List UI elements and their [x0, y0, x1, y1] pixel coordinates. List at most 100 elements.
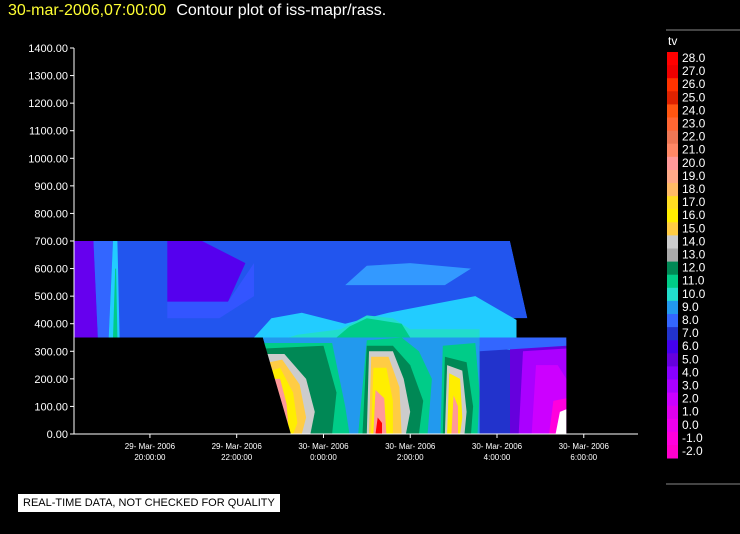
legend-swatch	[667, 314, 678, 328]
chart-title: 30-mar-2006,07:00:00 Contour plot of iss-…	[8, 2, 386, 24]
legend-swatch	[667, 431, 678, 446]
no-data-region	[516, 318, 567, 338]
legend-swatch	[667, 340, 678, 354]
title-text: Contour plot of iss-mapr/rass.	[176, 2, 387, 19]
legend-swatch	[667, 235, 678, 249]
y-tick-label: 200.00	[34, 374, 68, 386]
y-tick-label: 800.00	[34, 208, 68, 220]
legend-label: 25.0	[682, 90, 706, 104]
contour-region	[479, 337, 567, 352]
contour-region	[375, 417, 382, 434]
legend-label: -1.0	[682, 431, 703, 445]
contour-region	[93, 241, 113, 338]
no-data-region	[74, 337, 291, 434]
legend-swatch	[667, 418, 678, 433]
x-tick-label-date: 30- Mar- 2006	[298, 442, 349, 451]
legend-swatch	[667, 392, 678, 407]
legend-swatch	[667, 300, 678, 315]
legend-swatch	[667, 379, 678, 393]
legend-label: 14.0	[682, 234, 706, 248]
y-tick-label: 600.00	[34, 264, 68, 276]
legend-label: -2.0	[682, 444, 703, 458]
x-tick-label-time: 6:00:00	[570, 453, 597, 462]
legend-swatch	[667, 222, 678, 236]
contour-region	[167, 241, 246, 302]
legend-label: 22.0	[682, 130, 706, 144]
legend-label: 28.0	[682, 51, 706, 65]
y-tick-label: 1400.00	[28, 43, 68, 55]
legend-label: 3.0	[682, 379, 699, 393]
legend-swatch	[667, 366, 678, 380]
color-legend: tv 28.027.026.025.024.023.022.021.020.019…	[666, 29, 740, 485]
quality-notice: REAL-TIME DATA, NOT CHECKED FOR QUALITY	[18, 494, 280, 512]
legend-swatch	[667, 117, 678, 131]
legend-label: 18.0	[682, 182, 706, 196]
legend-swatch	[667, 196, 678, 210]
legend-label: 23.0	[682, 117, 706, 131]
no-data-region	[510, 241, 638, 434]
y-tick-label: 100.00	[34, 401, 68, 413]
legend-label: 21.0	[682, 143, 706, 157]
contour-region	[74, 241, 98, 338]
y-tick-label: 500.00	[34, 291, 68, 303]
contour-region	[451, 395, 458, 434]
legend-swatch	[667, 445, 678, 459]
contour-region	[345, 263, 471, 286]
x-tick-label-date: 29- Mar- 2006	[212, 442, 263, 451]
y-tick-label: 400.00	[34, 319, 68, 331]
legend-swatch	[667, 274, 678, 289]
x-tick-label-date: 29- Mar- 2006	[125, 442, 176, 451]
legend-label: 9.0	[682, 300, 699, 314]
y-axis: 0.00 100.00 200.00 300.00 400.00 500.00 600.00…	[28, 43, 75, 441]
x-tick-label-time: 4:00:00	[484, 453, 511, 462]
legend-label: 27.0	[682, 64, 706, 78]
legend-label: 1.0	[682, 405, 699, 419]
legend-label: 12.0	[682, 261, 706, 275]
legend-label: 19.0	[682, 169, 706, 183]
x-tick-label-date: 30- Mar- 2006	[385, 442, 436, 451]
legend-title: tv	[668, 34, 677, 48]
legend-label: 2.0	[682, 392, 699, 406]
contour-region	[254, 296, 523, 338]
legend-swatch	[667, 104, 678, 118]
plot-area	[74, 241, 638, 434]
x-tick-label-date: 30- Mar- 2006	[559, 442, 610, 451]
y-tick-label: 1300.00	[28, 71, 68, 83]
contour-region	[555, 409, 567, 434]
title-date: 30-mar-2006,07:00:00	[8, 2, 167, 19]
legend-label: 7.0	[682, 326, 699, 340]
legend-label: 24.0	[682, 103, 706, 117]
legend-swatch	[667, 78, 678, 92]
legend-label: 17.0	[682, 195, 706, 209]
legend-swatch	[667, 287, 678, 302]
y-tick-label: 1000.00	[28, 153, 68, 165]
legend-label: 13.0	[682, 248, 706, 262]
legend-swatch	[667, 261, 678, 276]
x-tick-label-date: 30- Mar- 2006	[472, 442, 523, 451]
x-tick-label-time: 22:00:00	[221, 453, 253, 462]
legend-label: 5.0	[682, 352, 699, 366]
legend-label: 16.0	[682, 208, 706, 222]
legend-label: 0.0	[682, 418, 699, 432]
contour-region	[336, 318, 411, 338]
legend-label: 4.0	[682, 365, 699, 379]
legend-swatch	[667, 91, 678, 105]
legend-swatch	[667, 65, 678, 79]
legend-swatch	[667, 353, 678, 367]
y-tick-label: 300.00	[34, 346, 68, 358]
contour-region	[373, 389, 387, 434]
legend-label: 10.0	[682, 287, 706, 301]
y-tick-label: 1200.00	[28, 98, 68, 110]
legend-swatch	[667, 248, 678, 262]
y-tick-label: 1100.00	[29, 126, 68, 138]
legend-label: 11.0	[682, 274, 705, 288]
legend-swatch	[667, 52, 678, 66]
legend-label: 20.0	[682, 156, 706, 170]
x-tick-label-time: 20:00:00	[134, 453, 166, 462]
x-tick-label-time: 0:00:00	[310, 453, 337, 462]
legend-label: 6.0	[682, 339, 699, 353]
x-axis: 29- Mar- 2006 20:00:00 29- Mar- 2006 22:00:…	[74, 433, 638, 462]
contour-region	[113, 268, 118, 338]
legend-swatch	[667, 405, 678, 420]
